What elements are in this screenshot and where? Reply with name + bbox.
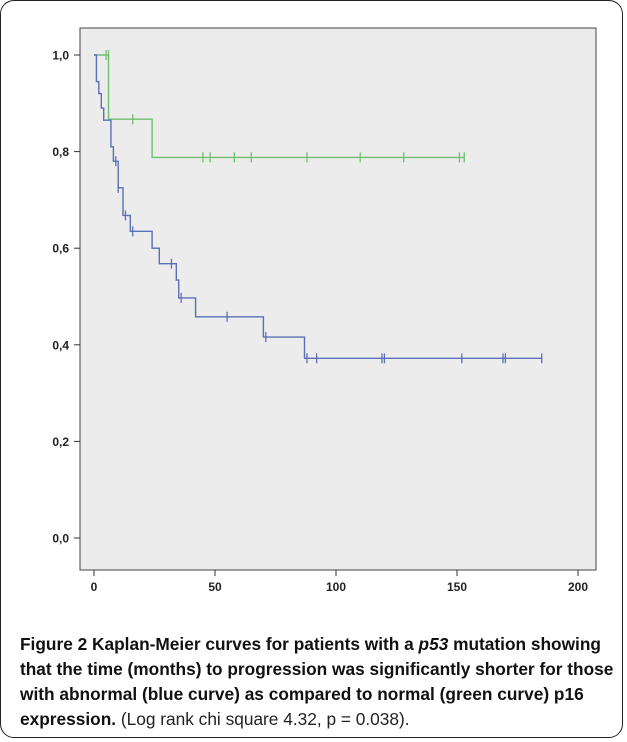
plot-area xyxy=(79,27,597,571)
caption-title-part1: Kaplan-Meier curves for patients with a xyxy=(92,634,419,654)
x-tick-label: 150 xyxy=(447,580,467,594)
caption-title-part2: mutation showing that the time (months) … xyxy=(20,634,614,729)
km-chart: 0,0 0,2 0,4 0,6 0,8 1,0 0 50 100 150 200 xyxy=(52,27,597,594)
x-tick-label: 100 xyxy=(326,580,346,594)
y-tick-label: 0,2 xyxy=(52,435,69,449)
caption-statistics: (Log rank chi square 4.32, p = 0.038). xyxy=(120,709,410,729)
x-tick-label: 200 xyxy=(568,580,588,594)
figure-caption: Figure 2 Kaplan-Meier curves for patient… xyxy=(20,632,616,732)
x-tick-label: 0 xyxy=(91,580,98,594)
y-tick-label: 0,6 xyxy=(52,242,69,256)
figure-label: Figure 2 xyxy=(20,634,88,654)
caption-title-gene: p53 xyxy=(418,634,449,654)
y-tick-label: 1,0 xyxy=(52,49,69,63)
y-tick-label: 0,0 xyxy=(52,532,69,546)
x-tick-label: 50 xyxy=(208,580,222,594)
km-curve-series-2 xyxy=(94,54,542,359)
y-tick-label: 0,8 xyxy=(52,145,69,159)
y-tick-label: 0,4 xyxy=(52,338,69,352)
